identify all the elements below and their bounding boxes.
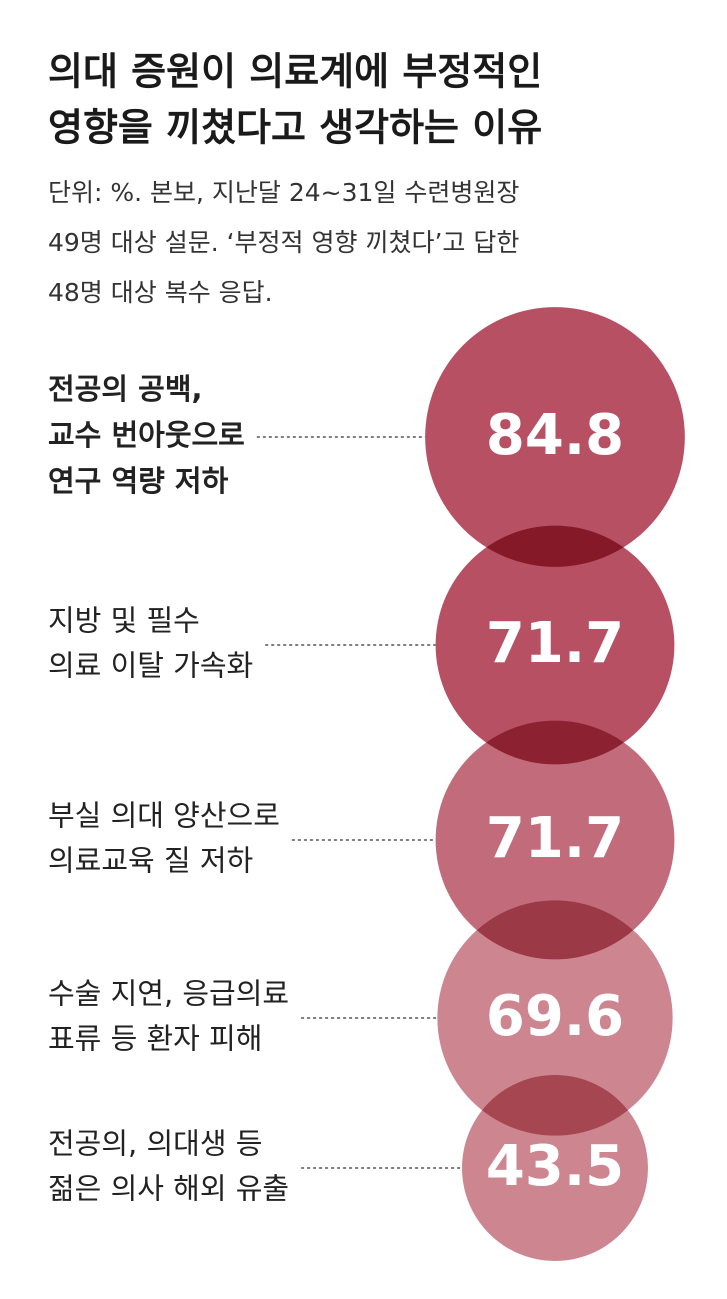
subtitle: 48명 대상 복수 응답.: [48, 278, 273, 307]
subtitle: 단위: %. 본보, 지난달 24~31일 수련병원장: [48, 178, 519, 207]
category-label: 연구 역량 저하: [48, 464, 229, 498]
bubble: [435, 525, 675, 765]
subtitle: 49명 대상 설문. ‘부정적 영향 끼쳤다’고 답한: [48, 228, 519, 257]
category-label: 전공의 공백,: [48, 372, 203, 406]
chart-title: 영향을 끼쳤다고 생각하는 이유: [48, 106, 542, 150]
category-label: 의료교육 질 저하: [48, 844, 253, 878]
value-label: 84.8: [486, 403, 624, 468]
category-label: 지방 및 필수: [48, 604, 200, 638]
category-label: 의료 이탈 가속화: [48, 649, 253, 683]
category-label: 젊은 의사 해외 유출: [48, 1172, 289, 1206]
value-label: 71.7: [486, 611, 624, 676]
category-label: 부실 의대 양산으로: [48, 799, 280, 833]
value-label: 43.5: [486, 1134, 624, 1199]
bubble: [462, 1075, 648, 1261]
category-label: 교수 번아웃으로: [48, 418, 245, 452]
value-label: 71.7: [486, 806, 624, 871]
value-label: 69.6: [486, 984, 624, 1049]
category-label: 전공의, 의대생 등: [48, 1127, 262, 1161]
bubble: [437, 900, 673, 1136]
chart-title: 의대 증원이 의료계에 부정적인: [48, 50, 542, 94]
bubbles: [425, 307, 685, 1261]
category-label: 표류 등 환자 피해: [48, 1022, 262, 1056]
bubble: [435, 720, 675, 960]
bubble: [425, 307, 685, 567]
leaders: [256, 436, 463, 1169]
category-label: 수술 지연, 응급의료: [48, 977, 289, 1011]
